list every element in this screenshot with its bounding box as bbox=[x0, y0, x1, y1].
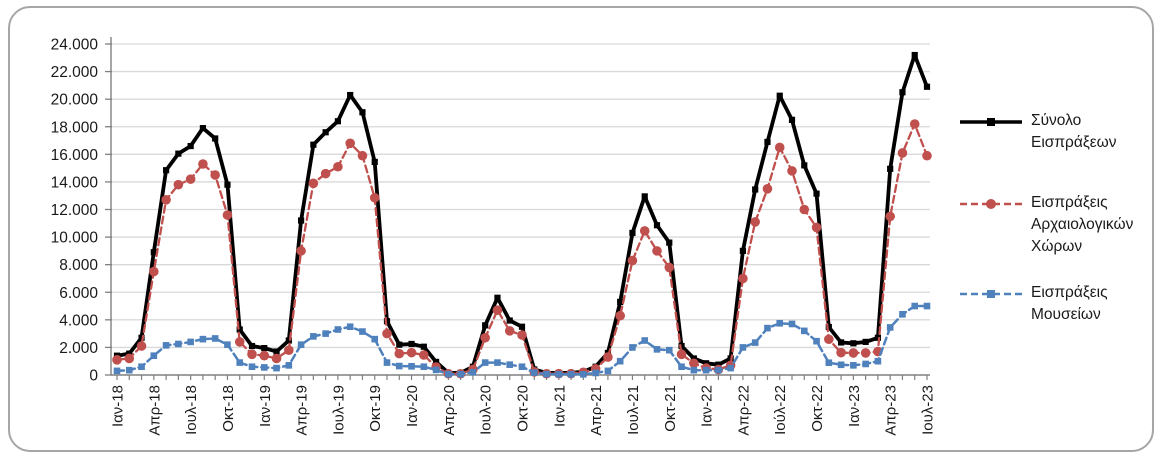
svg-text:Απρ-22: Απρ-22 bbox=[735, 385, 752, 436]
svg-text:Απρ-23: Απρ-23 bbox=[883, 385, 900, 436]
total-line-icon bbox=[960, 118, 1022, 126]
svg-text:Ιαν-19: Ιαν-19 bbox=[257, 385, 274, 427]
svg-text:Οκτ-20: Οκτ-20 bbox=[515, 385, 532, 432]
y-tick-labels: 0 2.000 4.000 6.000 8.000 10.000 12.000 14.000 1… bbox=[51, 37, 99, 385]
svg-text:Ιούλ-22: Ιούλ-22 bbox=[772, 385, 789, 435]
svg-text:Ιουλ-20: Ιουλ-20 bbox=[478, 385, 495, 435]
svg-text:Απρ-19: Απρ-19 bbox=[294, 385, 311, 436]
svg-text:10.000: 10.000 bbox=[51, 230, 99, 247]
svg-text:Απρ-18: Απρ-18 bbox=[146, 385, 163, 436]
axes bbox=[105, 37, 930, 380]
svg-text:0: 0 bbox=[89, 368, 98, 385]
svg-text:4.000: 4.000 bbox=[59, 312, 98, 329]
svg-text:Ιαν-20: Ιαν-20 bbox=[404, 385, 421, 427]
series-museums bbox=[113, 302, 931, 378]
archaeological-line-icon bbox=[960, 199, 1022, 209]
svg-text:22.000: 22.000 bbox=[51, 64, 99, 81]
svg-text:18.000: 18.000 bbox=[51, 119, 99, 136]
svg-text:Ιαν-18: Ιαν-18 bbox=[110, 385, 127, 427]
legend-item-museums: Εισπράξεις Μουσείων bbox=[960, 282, 1156, 326]
svg-text:8.000: 8.000 bbox=[59, 257, 98, 274]
svg-text:Απρ-21: Απρ-21 bbox=[588, 385, 605, 436]
svg-text:Ιουλ-21: Ιουλ-21 bbox=[625, 385, 642, 435]
svg-text:Απρ-20: Απρ-20 bbox=[441, 385, 458, 436]
svg-text:14.000: 14.000 bbox=[51, 174, 99, 191]
legend-item-archaeological-sites: Εισπράξεις Αρχαιολογικών Χώρων bbox=[960, 192, 1156, 258]
svg-text:24.000: 24.000 bbox=[51, 37, 99, 54]
legend-label-total: Σύνολο Εισπράξεων bbox=[1031, 112, 1117, 151]
svg-text:6.000: 6.000 bbox=[59, 285, 98, 302]
svg-text:16.000: 16.000 bbox=[51, 147, 99, 164]
svg-text:Ιουλ-19: Ιουλ-19 bbox=[330, 385, 347, 435]
legend-label-museums: Εισπράξεις Μουσείων bbox=[1031, 284, 1108, 323]
chart-legend: Σύνολο Εισπράξεων Εισπράξεις Αρχαιολογικ… bbox=[960, 110, 1156, 326]
y-gridlines bbox=[111, 43, 930, 349]
svg-text:Ιουλ-18: Ιουλ-18 bbox=[183, 385, 200, 435]
museums-line-icon bbox=[960, 290, 1022, 298]
svg-text:Οκτ-19: Οκτ-19 bbox=[367, 385, 384, 432]
svg-text:20.000: 20.000 bbox=[51, 92, 99, 109]
svg-text:12.000: 12.000 bbox=[51, 202, 99, 219]
chart-frame bbox=[8, 6, 1154, 452]
svg-text:Ιαν-23: Ιαν-23 bbox=[846, 385, 863, 427]
series-archaeological-sites bbox=[112, 119, 932, 379]
svg-text:Ιαν-21: Ιαν-21 bbox=[551, 385, 568, 427]
svg-text:Ιουλ-23: Ιουλ-23 bbox=[920, 385, 937, 435]
svg-text:2.000: 2.000 bbox=[59, 340, 98, 357]
legend-label-archaeological: Εισπράξεις Αρχαιολογικών Χώρων bbox=[1031, 194, 1134, 255]
svg-text:Οκτ-22: Οκτ-22 bbox=[809, 385, 826, 432]
svg-text:Οκτ-21: Οκτ-21 bbox=[662, 385, 679, 432]
x-tick-labels: Ιαν-18 Απρ-18 Ιουλ-18 Οκτ-18 Ιαν-19 Απρ-19 Ιου… bbox=[110, 385, 937, 436]
legend-item-total: Σύνολο Εισπράξεων bbox=[960, 110, 1156, 154]
svg-text:Οκτ-18: Οκτ-18 bbox=[220, 385, 237, 432]
svg-text:Ιαν-22: Ιαν-22 bbox=[699, 385, 716, 427]
